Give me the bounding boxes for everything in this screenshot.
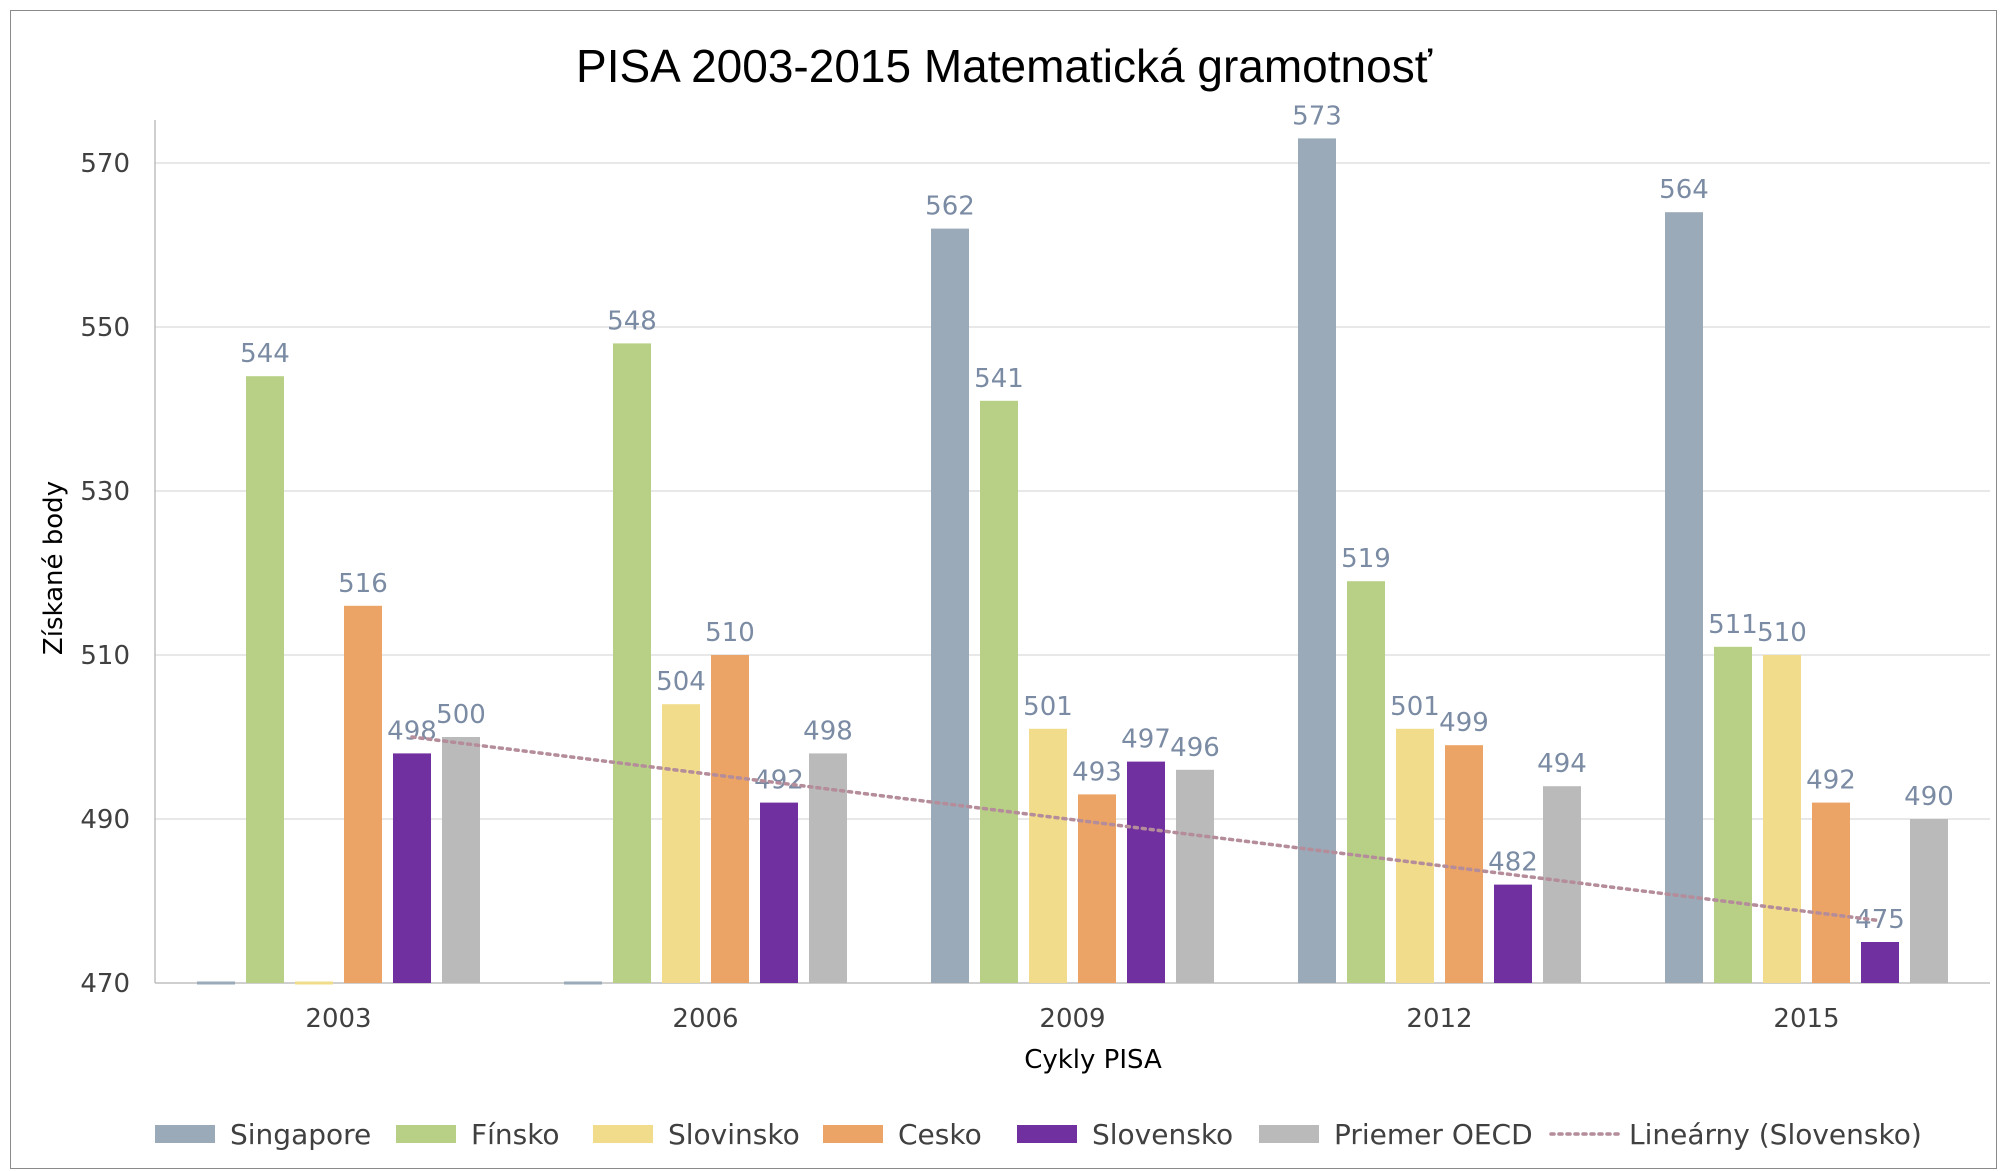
bar xyxy=(662,704,700,983)
data-label: 500 xyxy=(436,700,486,730)
data-label: 504 xyxy=(656,667,706,697)
x-tick-label: 2012 xyxy=(1406,1004,1472,1034)
legend-label: Lineárny (Slovensko) xyxy=(1629,1118,1922,1151)
bar xyxy=(442,737,480,983)
bar xyxy=(931,228,969,984)
bar xyxy=(711,655,749,983)
x-tick-label: 2006 xyxy=(672,1004,738,1034)
bar-empty xyxy=(564,981,602,985)
legend-label: Cesko xyxy=(898,1118,982,1151)
data-label: 496 xyxy=(1170,733,1220,763)
bar xyxy=(1763,655,1801,983)
legend-label: Fínsko xyxy=(471,1118,560,1151)
y-tick-label: 470 xyxy=(80,969,130,999)
x-axis: 2003 2006 2009 2012 2015 xyxy=(305,1004,1839,1034)
bar-empty xyxy=(295,981,333,985)
trendline xyxy=(410,735,1882,923)
data-label: 510 xyxy=(705,618,755,648)
data-labels: 5445164985005485045104924985625415014934… xyxy=(240,101,1954,935)
bar xyxy=(1127,761,1165,983)
bars xyxy=(197,138,1948,985)
data-label: 516 xyxy=(338,569,388,599)
bar xyxy=(980,400,1018,983)
x-tick-label: 2015 xyxy=(1773,1004,1839,1034)
y-axis-title: Získané body xyxy=(39,481,69,655)
bar-empty xyxy=(197,981,235,985)
bar xyxy=(613,343,651,983)
y-tick-label: 550 xyxy=(80,313,130,343)
bar xyxy=(1494,884,1532,983)
y-axis: 470 490 510 530 550 570 xyxy=(80,120,156,999)
legend-label: Singapore xyxy=(230,1118,371,1151)
data-label: 544 xyxy=(240,339,290,369)
data-label: 501 xyxy=(1390,692,1440,722)
bar xyxy=(760,802,798,983)
data-label: 501 xyxy=(1023,692,1073,722)
y-tick-label: 530 xyxy=(80,477,130,507)
legend-label: Slovinsko xyxy=(668,1118,800,1151)
bar xyxy=(1665,212,1703,983)
data-label: 497 xyxy=(1121,725,1171,755)
data-label: 494 xyxy=(1537,749,1587,779)
data-label: 510 xyxy=(1757,618,1807,648)
data-label: 562 xyxy=(925,192,975,222)
legend-swatch xyxy=(155,1125,215,1143)
bar xyxy=(1812,802,1850,983)
bar xyxy=(1029,728,1067,983)
bar xyxy=(246,376,284,983)
legend: Singapore Fínsko Slovinsko Cesko Slovensko Pr… xyxy=(155,1118,1922,1151)
data-label: 490 xyxy=(1904,782,1954,812)
legend-swatch xyxy=(1259,1125,1319,1143)
bar xyxy=(393,753,431,983)
y-tick-label: 570 xyxy=(80,149,130,179)
chart-frame xyxy=(10,10,1997,1169)
data-label: 498 xyxy=(803,716,853,746)
data-label: 475 xyxy=(1855,905,1905,935)
data-label: 548 xyxy=(607,306,657,336)
bar xyxy=(1861,942,1899,983)
bar xyxy=(1396,728,1434,983)
data-label: 519 xyxy=(1341,544,1391,574)
data-label: 541 xyxy=(974,364,1024,394)
legend-swatch xyxy=(593,1125,653,1143)
data-label: 573 xyxy=(1292,101,1342,131)
chart-title: PISA 2003-2015 Matematická gramotnosť xyxy=(576,40,1433,92)
legend-swatch xyxy=(396,1125,456,1143)
legend-swatch xyxy=(823,1125,883,1143)
bar xyxy=(1543,786,1581,983)
bar xyxy=(1298,138,1336,983)
x-tick-label: 2009 xyxy=(1039,1004,1105,1034)
x-tick-label: 2003 xyxy=(305,1004,371,1034)
legend-swatch xyxy=(1017,1125,1077,1143)
bar xyxy=(1347,581,1385,983)
data-label: 564 xyxy=(1659,175,1709,205)
data-label: 492 xyxy=(1806,766,1856,796)
bar xyxy=(1445,745,1483,983)
data-label: 511 xyxy=(1708,610,1758,640)
y-tick-label: 510 xyxy=(80,641,130,671)
bar xyxy=(1910,819,1948,983)
data-label: 482 xyxy=(1488,848,1538,878)
bar xyxy=(1176,769,1214,983)
x-axis-title: Cykly PISA xyxy=(1024,1045,1162,1075)
trendline-slovensko xyxy=(410,735,1882,923)
y-tick-label: 490 xyxy=(80,805,130,835)
data-label: 499 xyxy=(1439,708,1489,738)
data-label: 493 xyxy=(1072,757,1122,787)
legend-label: Priemer OECD xyxy=(1334,1118,1533,1151)
bar xyxy=(344,605,382,983)
legend-label: Slovensko xyxy=(1092,1118,1233,1151)
bar xyxy=(1714,646,1752,983)
data-label: 498 xyxy=(387,716,437,746)
